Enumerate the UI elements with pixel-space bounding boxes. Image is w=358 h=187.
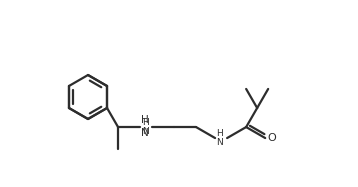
Text: O: O: [267, 133, 276, 143]
Text: H
N: H N: [216, 129, 223, 147]
Text: H
N: H N: [142, 118, 149, 136]
Text: H: H: [141, 115, 149, 125]
Text: N: N: [141, 128, 149, 138]
